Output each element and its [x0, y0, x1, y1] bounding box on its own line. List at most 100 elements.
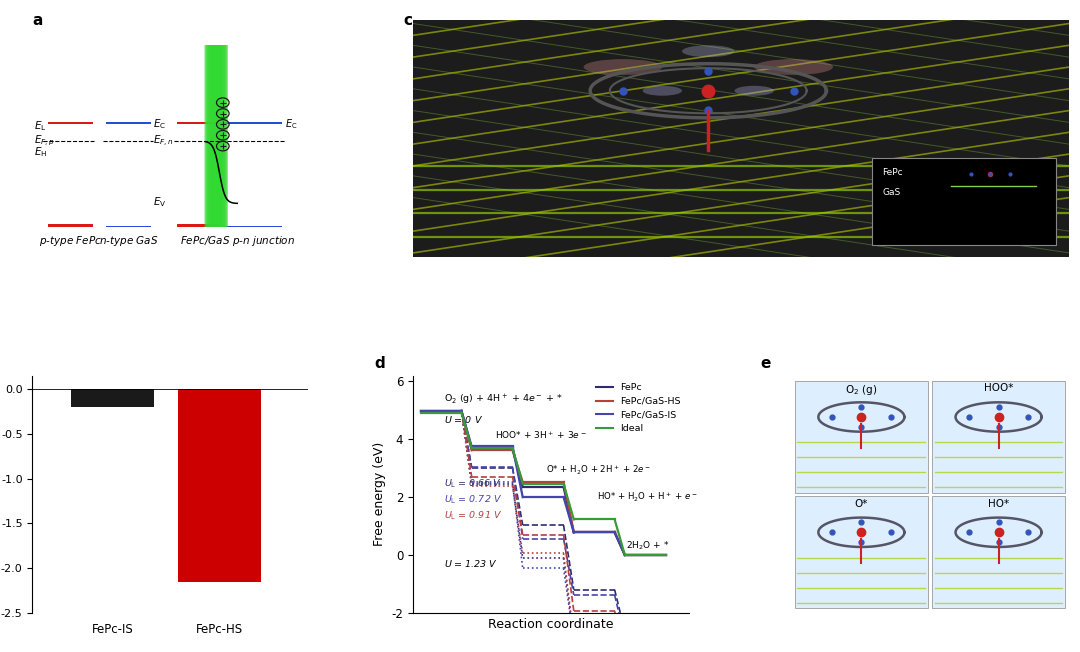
Bar	[106, 123, 150, 124]
Bar	[210, 45, 224, 228]
Bar	[177, 225, 219, 226]
Bar	[106, 226, 150, 227]
Bar	[106, 123, 150, 125]
Bar	[177, 123, 219, 125]
Bar	[216, 123, 282, 124]
Text: $E_{F,p}$: $E_{F,p}$	[33, 134, 54, 149]
Bar	[216, 122, 282, 123]
Bar	[216, 122, 282, 123]
Bar	[216, 122, 282, 123]
Bar	[177, 123, 219, 124]
Bar	[177, 224, 219, 226]
Bar	[177, 122, 219, 123]
Bar	[49, 226, 93, 227]
Bar	[177, 122, 219, 123]
Bar	[177, 123, 219, 124]
Bar	[177, 225, 219, 227]
Bar	[49, 123, 93, 125]
Bar	[106, 226, 150, 227]
Bar	[49, 224, 93, 226]
Bar	[177, 123, 219, 124]
Bar	[216, 122, 282, 123]
Text: $U_{\rm L}$ = 0.91 V: $U_{\rm L}$ = 0.91 V	[444, 509, 502, 522]
Bar	[216, 226, 282, 227]
Bar	[216, 123, 282, 124]
Bar	[49, 224, 93, 226]
Bar	[49, 225, 93, 227]
Bar	[106, 122, 150, 123]
Bar	[177, 123, 219, 124]
Bar	[106, 226, 150, 227]
Bar	[214, 45, 218, 228]
Bar	[49, 123, 93, 124]
Bar	[106, 226, 150, 227]
Bar	[216, 123, 282, 125]
Bar	[177, 122, 219, 123]
Bar	[216, 123, 282, 124]
Bar	[177, 123, 219, 124]
Bar	[49, 225, 93, 226]
Text: HO*: HO*	[988, 499, 1009, 509]
Bar	[106, 122, 150, 123]
Bar	[106, 226, 150, 227]
Bar	[106, 226, 150, 227]
Bar	[177, 224, 219, 226]
Text: $E_{\rm C}$: $E_{\rm C}$	[153, 117, 166, 131]
Bar	[106, 123, 150, 124]
Bar	[106, 123, 150, 124]
Bar	[177, 123, 219, 124]
Bar	[177, 225, 219, 227]
Bar	[214, 45, 219, 228]
Bar	[177, 123, 219, 124]
Bar	[177, 226, 219, 227]
Bar	[106, 122, 150, 123]
Bar	[49, 226, 93, 227]
Bar	[106, 226, 150, 227]
Bar	[216, 226, 282, 227]
Bar	[49, 224, 93, 226]
Text: O*: O*	[854, 499, 868, 509]
Bar	[106, 122, 150, 123]
Bar	[49, 226, 93, 227]
Bar	[216, 226, 282, 227]
Bar	[216, 226, 282, 227]
Bar	[49, 123, 93, 125]
Bar	[106, 123, 150, 124]
Text: $U_{\rm L}$ = 0.66 V: $U_{\rm L}$ = 0.66 V	[444, 477, 501, 490]
Bar	[106, 122, 150, 124]
Bar	[49, 123, 93, 124]
Bar	[216, 226, 282, 227]
Bar	[177, 122, 219, 123]
Bar	[49, 224, 93, 226]
Bar	[177, 123, 219, 124]
Text: a: a	[32, 14, 43, 29]
Bar	[49, 122, 93, 123]
Bar	[106, 226, 150, 227]
Bar	[49, 226, 93, 228]
Bar	[106, 226, 150, 227]
Bar	[177, 226, 219, 227]
Bar	[177, 225, 219, 226]
Text: HOO* + 3H$^+$ + 3$e^-$: HOO* + 3H$^+$ + 3$e^-$	[495, 429, 586, 441]
Y-axis label: Free energy (eV): Free energy (eV)	[373, 442, 386, 546]
Bar	[49, 123, 93, 124]
Bar	[177, 224, 219, 226]
Bar	[49, 225, 93, 227]
Bar	[177, 122, 219, 123]
Bar	[177, 226, 219, 227]
Bar	[177, 123, 219, 124]
Bar	[873, 158, 1056, 245]
Bar	[177, 225, 219, 227]
Bar	[216, 122, 282, 123]
Bar	[216, 226, 282, 227]
Bar	[177, 123, 219, 124]
Bar	[177, 224, 219, 226]
Bar	[177, 123, 219, 124]
Bar	[49, 123, 93, 124]
Bar	[216, 123, 282, 124]
Bar	[106, 123, 150, 124]
Bar	[177, 226, 219, 227]
Text: 2H$_2$O + *: 2H$_2$O + *	[626, 539, 670, 552]
Bar	[216, 226, 282, 227]
Bar	[177, 123, 219, 124]
